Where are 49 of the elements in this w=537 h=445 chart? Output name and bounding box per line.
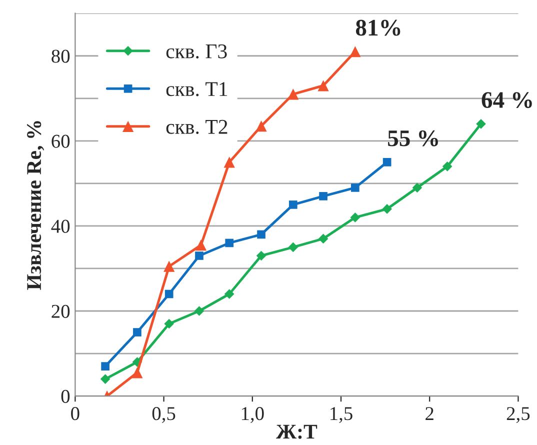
y-axis-title: Извлечение Re, % [27, 121, 44, 290]
y-tick-label: 80 [52, 50, 70, 63]
point [256, 120, 267, 132]
point [350, 212, 360, 222]
x-axis-title: Ж:Т [276, 424, 318, 439]
point [100, 374, 110, 384]
point [412, 182, 422, 193]
y-tick-label: 40 [51, 220, 70, 233]
x-tick-label: 2 [426, 407, 434, 420]
point [164, 290, 174, 298]
x-tick-label: 1,5 [330, 407, 352, 423]
point [318, 80, 329, 92]
annotation: 55 % [388, 130, 438, 146]
point [476, 118, 486, 129]
point [288, 88, 299, 100]
point [164, 318, 174, 329]
point [224, 289, 234, 299]
x-tick-label: 1,0 [242, 407, 264, 423]
legend-label: скв. Т1 [166, 82, 228, 96]
point [133, 328, 142, 336]
point [288, 200, 298, 209]
point [382, 204, 392, 214]
x-tick-label: 0 [71, 407, 80, 420]
point [195, 240, 207, 251]
annotation: 81% [356, 20, 400, 36]
point [318, 234, 328, 244]
point [257, 230, 266, 239]
point [194, 306, 204, 316]
point [132, 367, 143, 378]
point [350, 46, 361, 58]
point [164, 260, 175, 272]
x-tick-label: 2,5 [506, 407, 530, 423]
point [319, 192, 328, 200]
point [225, 238, 234, 248]
point [288, 242, 298, 252]
point [442, 162, 452, 172]
x-tick-label: 0,5 [152, 407, 176, 423]
legend-label: скв. Г3 [166, 44, 227, 58]
y-tick-label: 20 [52, 304, 70, 318]
point [195, 252, 204, 260]
point [382, 158, 392, 166]
point [351, 184, 360, 192]
y-tick-label: 60 [52, 134, 70, 148]
point [224, 156, 235, 168]
point [101, 362, 110, 370]
annotation: 64 % [482, 92, 532, 108]
y-tick-label: 0 [61, 390, 70, 403]
point [256, 250, 266, 261]
legend-label: скв. Т2 [166, 120, 228, 134]
